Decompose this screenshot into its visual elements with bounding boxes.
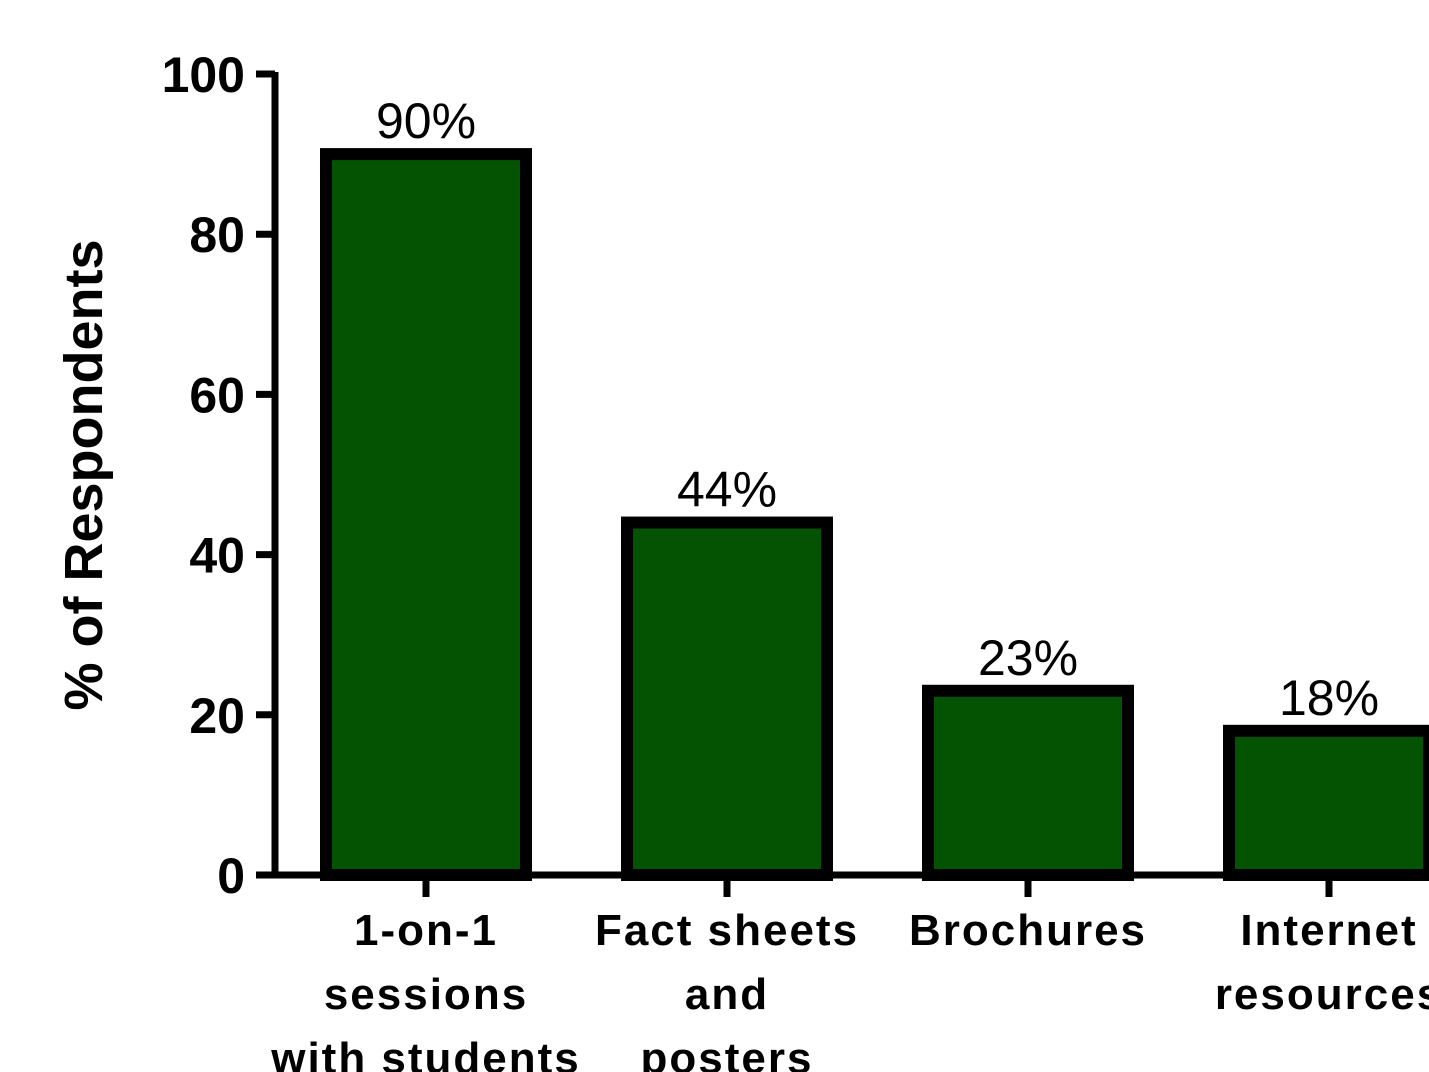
category-label: and (685, 970, 769, 1019)
bar (1223, 724, 1429, 881)
bar (621, 516, 833, 881)
data-label: 18% (1279, 670, 1379, 726)
category-label: with students (270, 1034, 581, 1072)
y-tick-label: 60 (189, 367, 245, 423)
category-label: 1-on-1 (354, 906, 498, 955)
category-label: sessions (324, 970, 528, 1019)
y-axis-title-group: % of Respondents (54, 239, 114, 710)
y-tick-label: 80 (189, 207, 245, 263)
y-tick-label: 20 (189, 688, 245, 744)
data-label: 90% (376, 93, 476, 149)
y-tick-label: 0 (217, 848, 245, 904)
bars (320, 148, 1429, 882)
category-label: posters (641, 1034, 814, 1072)
category-label: Fact sheets (595, 906, 859, 955)
y-tick-label: 40 (189, 528, 245, 584)
data-label: 23% (978, 630, 1078, 686)
y-tick-label: 100 (162, 47, 245, 103)
y-axis-title: % of Respondents (54, 239, 114, 710)
labels: 90% 1-on-1 sessions with students 44% Fact sh… (270, 93, 1429, 1072)
data-label: 44% (677, 462, 777, 518)
bar (320, 148, 532, 882)
category-label: Brochures (909, 906, 1147, 955)
category-label: Internet (1240, 906, 1417, 955)
category-label: resources (1215, 970, 1429, 1019)
bar (922, 684, 1134, 882)
